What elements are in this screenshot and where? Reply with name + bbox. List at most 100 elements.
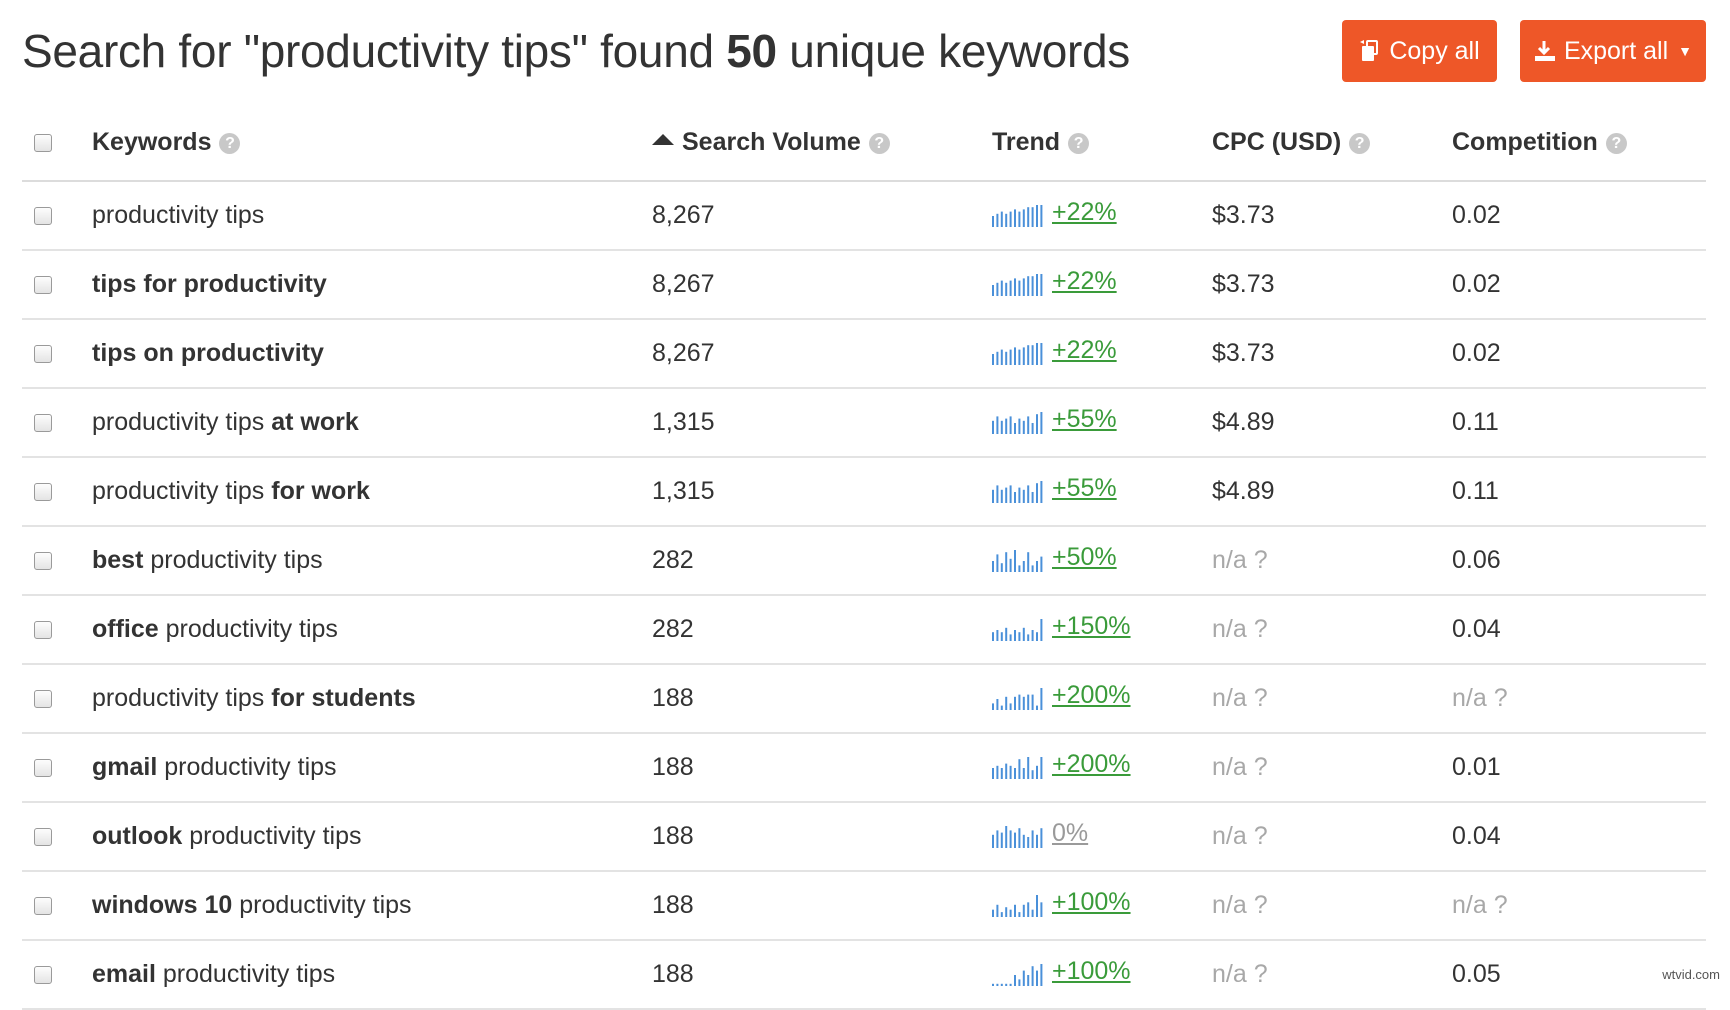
trend-bar: [992, 284, 994, 296]
trend-bar: [1005, 763, 1008, 779]
row-checkbox[interactable]: [34, 345, 52, 364]
keyword-segment: office: [92, 615, 159, 643]
row-checkbox[interactable]: [34, 828, 52, 847]
search-volume-cell: 188: [652, 733, 992, 803]
keyword-segment: productivity tips: [182, 822, 362, 850]
trend-percent-link[interactable]: 0%: [1052, 818, 1089, 847]
trend-bar: [1022, 346, 1025, 365]
row-checkbox[interactable]: [34, 690, 52, 709]
trend-bar: [1031, 422, 1034, 434]
keyword-cell: tips for productivity: [92, 250, 652, 320]
row-checkbox[interactable]: [34, 276, 52, 295]
trend-bar: [1014, 629, 1016, 641]
column-header-search-volume[interactable]: Search Volume?: [652, 104, 992, 182]
trend-bar: [1031, 344, 1034, 365]
trend-percent-link[interactable]: +50%: [1052, 542, 1117, 571]
copy-all-button[interactable]: Copy all: [1342, 20, 1497, 82]
trend-bar: [992, 631, 994, 641]
trend-bar: [996, 484, 999, 503]
trend-percent-link[interactable]: +200%: [1052, 749, 1131, 778]
export-all-button[interactable]: Export all ▼: [1520, 20, 1706, 82]
trend-percent-link[interactable]: +100%: [1052, 956, 1131, 985]
keyword-segment: productivity tips: [92, 477, 272, 505]
trend-bar: [1027, 206, 1030, 227]
watermark: wtvid.com: [1662, 967, 1720, 982]
trend-bar: [1040, 556, 1043, 572]
trend-bar: [1005, 487, 1008, 503]
table-row: tips for productivity 8,267 +22% $3.73 0.02: [22, 250, 1706, 320]
trend-bar: [996, 904, 999, 917]
row-checkbox[interactable]: [34, 483, 52, 502]
trend-bar: [1040, 480, 1043, 503]
row-checkbox[interactable]: [34, 759, 52, 778]
trend-bar: [1014, 549, 1016, 572]
search-volume-cell: 188: [652, 802, 992, 872]
trend-bar: [1014, 491, 1016, 503]
trend-sparkline: [992, 618, 1043, 641]
table-row: windows 10 productivity tips 188 +100% n/a …: [22, 871, 1706, 941]
trend-bar: [1009, 484, 1012, 503]
trend-bar: [1031, 564, 1034, 572]
trend-bar: [1027, 415, 1030, 434]
trend-percent-link[interactable]: +55%: [1052, 404, 1117, 433]
trend-percent-link[interactable]: +55%: [1052, 473, 1117, 502]
row-checkbox[interactable]: [34, 552, 52, 571]
search-volume-cell: 188: [652, 871, 992, 941]
keyword-cell: productivity tips for students: [92, 664, 652, 734]
cpc-cell: $4.89: [1212, 457, 1452, 527]
row-checkbox[interactable]: [34, 966, 52, 985]
search-volume-cell: 8,267: [652, 181, 992, 251]
trend-percent-link[interactable]: +150%: [1052, 611, 1131, 640]
trend-percent-link[interactable]: +22%: [1052, 197, 1117, 226]
title-prefix: Search for "productivity tips" found: [22, 25, 727, 77]
column-header-keywords[interactable]: Keywords?: [92, 104, 652, 182]
trend-bar: [1014, 904, 1016, 917]
trend-bar: [1040, 963, 1043, 986]
search-volume-cell: 8,267: [652, 250, 992, 320]
trend-percent-link[interactable]: +22%: [1052, 335, 1117, 364]
trend-bar: [1005, 696, 1008, 710]
trend-bar: [1036, 631, 1038, 641]
trend-sparkline: [992, 825, 1043, 848]
competition-cell: 0.02: [1452, 181, 1706, 251]
trend-bar: [996, 765, 999, 779]
select-all-checkbox[interactable]: [34, 133, 52, 152]
trend-bar: [1031, 206, 1034, 227]
trend-bar: [1018, 631, 1021, 641]
trend-percent-link[interactable]: +22%: [1052, 266, 1117, 295]
trend-bar: [1000, 280, 1003, 296]
help-icon[interactable]: ?: [219, 132, 241, 154]
copy-icon: [1359, 39, 1381, 63]
trend-percent-link[interactable]: +100%: [1052, 887, 1131, 916]
keyword-cell: productivity tips: [92, 181, 652, 251]
trend-bar: [1018, 280, 1021, 296]
row-select-cell: [22, 733, 92, 803]
trend-bar: [1027, 836, 1030, 848]
keyword-count: 50: [726, 25, 777, 77]
help-icon[interactable]: ?: [1068, 132, 1090, 154]
help-icon[interactable]: ?: [868, 132, 890, 154]
trend-bar: [996, 829, 999, 848]
help-icon[interactable]: ?: [1349, 132, 1371, 154]
row-checkbox[interactable]: [34, 621, 52, 640]
trend-bar: [1022, 420, 1025, 434]
column-header-cpc[interactable]: CPC (USD)?: [1212, 104, 1452, 182]
trend-bar: [1009, 829, 1012, 848]
trend-bar: [1009, 909, 1012, 917]
row-checkbox[interactable]: [34, 414, 52, 433]
table-row: tips on productivity 8,267 +22% $3.73 0.02: [22, 319, 1706, 389]
help-icon[interactable]: ?: [1605, 132, 1627, 154]
row-checkbox[interactable]: [34, 897, 52, 916]
trend-percent-link[interactable]: +200%: [1052, 680, 1131, 709]
trend-bar: [1027, 901, 1030, 917]
row-checkbox[interactable]: [34, 207, 52, 226]
trend-sparkline: [992, 204, 1043, 227]
search-volume-cell: 282: [652, 595, 992, 665]
table-body: productivity tips 8,267 +22% $3.73 0.02 tips …: [22, 181, 1706, 1010]
trend-bar: [1005, 282, 1008, 296]
keyword-segment: productivity tips: [232, 891, 412, 919]
column-header-trend[interactable]: Trend?: [992, 104, 1212, 182]
column-header-competition[interactable]: Competition?: [1452, 104, 1706, 182]
export-all-label: Export all: [1563, 36, 1669, 65]
trend-sparkline: [992, 273, 1043, 296]
